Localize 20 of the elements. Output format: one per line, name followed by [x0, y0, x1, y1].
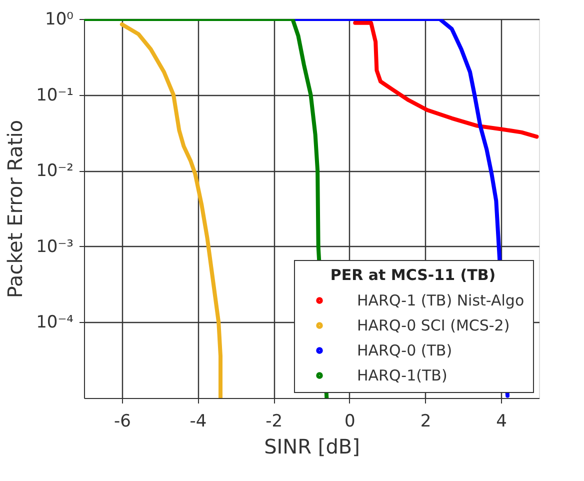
legend-label: HARQ-1(TB) — [357, 366, 448, 384]
x-tick-label: 0 — [344, 412, 356, 432]
y-axis-title: Packet Error Ratio — [3, 120, 28, 298]
y-tick-label: 10⁻³ — [36, 236, 74, 257]
legend-label: HARQ-1 (TB) Nist-Algo — [357, 292, 524, 310]
line-series — [120, 22, 222, 398]
y-tick-label: 10⁻⁴ — [36, 312, 74, 333]
y-tick-label: 10⁻¹ — [36, 85, 74, 106]
x-axis-title: SINR [dB] — [264, 434, 360, 458]
x-tick-label: -2 — [266, 412, 283, 432]
legend-title: PER at MCS-11 (TB) — [330, 266, 496, 284]
legend-label: HARQ-0 (TB) — [357, 342, 452, 360]
y-tick-label: 10⁰ — [45, 10, 74, 30]
x-tick-label: 4 — [496, 412, 507, 432]
y-tick-label: 10⁻² — [36, 161, 74, 182]
x-tick-label: -4 — [190, 412, 207, 432]
x-tick-label: 2 — [420, 412, 432, 432]
line-series — [353, 20, 539, 139]
x-tick-label: -6 — [114, 412, 131, 432]
legend-label: HARQ-0 SCI (MCS-2) — [357, 316, 510, 334]
